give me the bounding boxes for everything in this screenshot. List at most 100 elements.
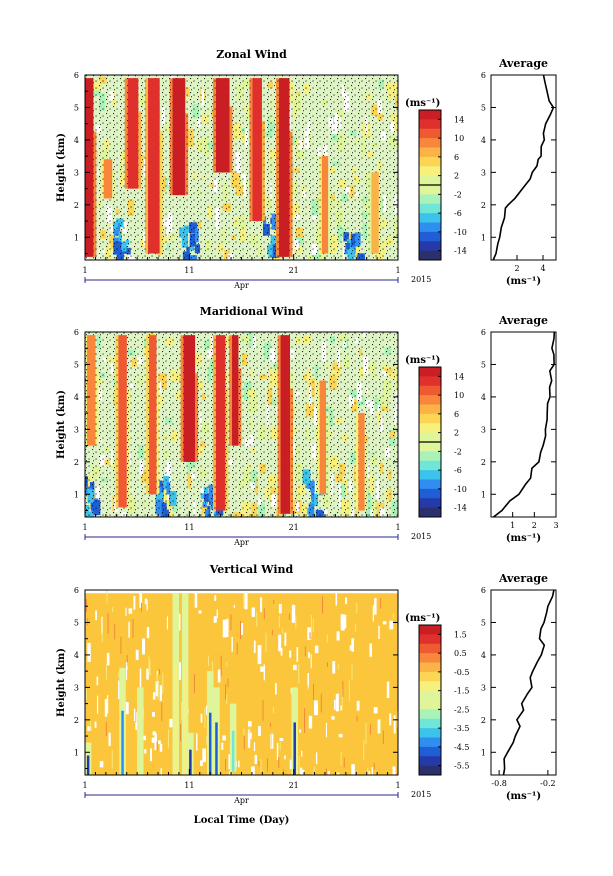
profile-title: Average <box>498 572 548 585</box>
profile-y-tick-label: 6 <box>481 328 486 337</box>
colorbar-tick-label: -2 <box>454 447 462 456</box>
profile-x-label: (ms⁻¹) <box>506 533 541 544</box>
gap-cell <box>315 752 318 765</box>
field-streak <box>278 757 280 769</box>
gap-cell <box>159 743 163 752</box>
profile-x-tick-label: -0.8 <box>491 779 506 788</box>
colorbar-cell <box>419 709 441 720</box>
field-streak <box>225 758 227 772</box>
field-streak <box>156 741 158 751</box>
profile-line <box>493 331 556 518</box>
gap-cell <box>126 661 128 681</box>
wind-band-core <box>118 335 127 508</box>
gap-cell <box>231 636 233 652</box>
gap-cell <box>351 764 355 775</box>
y-axis-label: Height (km) <box>56 390 67 459</box>
wind-band-core <box>183 335 196 462</box>
gap-cell <box>133 595 136 610</box>
colorbar-cell <box>419 488 441 499</box>
gap-cell <box>351 638 355 652</box>
gap-cell <box>392 766 396 775</box>
gap-cell <box>291 604 296 623</box>
gap-cell <box>128 608 133 614</box>
profile-title: Average <box>498 57 548 70</box>
streak <box>183 665 187 775</box>
field-streak <box>382 730 384 745</box>
colorbar-cell <box>419 507 441 518</box>
field-streak <box>193 674 195 693</box>
gap-cell <box>377 719 381 734</box>
field-streak <box>340 752 342 766</box>
field-streak <box>373 763 375 770</box>
colorbar-cell <box>419 653 441 663</box>
colorbar-cell <box>419 498 441 509</box>
colorbar-cell <box>419 250 441 261</box>
field-streak <box>273 599 275 604</box>
gap-cell <box>150 748 153 762</box>
y-tick-label: 4 <box>74 393 79 402</box>
field-streak <box>256 611 258 628</box>
colorbar-tick-label: 10 <box>454 134 464 143</box>
x-tick-label: 21 <box>289 523 299 532</box>
colorbar-cell <box>419 175 441 186</box>
colorbar-cell <box>419 423 441 434</box>
gap-cell <box>152 692 156 700</box>
wind-band-core <box>172 78 186 196</box>
y-tick-label: 4 <box>74 136 79 145</box>
gap-cell <box>332 661 336 674</box>
profile-y-tick-label: 4 <box>481 651 486 660</box>
colorbar-cell <box>419 203 441 214</box>
gap-cell <box>289 650 292 658</box>
y-axis-label: Height (km) <box>56 648 67 717</box>
field-streak <box>320 693 322 713</box>
gap-cell <box>310 654 312 669</box>
field-streak <box>120 636 122 654</box>
gap-cell <box>393 715 396 734</box>
gap-cell <box>325 722 328 738</box>
field-streak <box>337 663 339 670</box>
gap-cell <box>213 616 217 623</box>
colorbar-tick-label: -4.5 <box>454 743 469 752</box>
gap-cell <box>371 767 373 775</box>
field-streak <box>226 662 228 667</box>
field-streak <box>313 683 315 700</box>
x-tick-label: 21 <box>289 266 299 275</box>
profile-y-tick-label: 5 <box>481 103 486 112</box>
colorbar-tick-label: -5.5 <box>454 762 469 771</box>
colorbar-cell <box>419 241 441 252</box>
gap-cell <box>96 676 99 686</box>
profile-x-tick-label: 2 <box>514 264 519 273</box>
gap-cell <box>368 770 371 775</box>
gap-cell <box>356 700 360 711</box>
gap-cell <box>369 643 373 657</box>
streak <box>231 730 235 772</box>
gap-cell <box>276 742 279 761</box>
gap-cell <box>198 610 202 614</box>
profile-y-tick-label: 2 <box>481 716 486 725</box>
field-streak <box>156 674 158 685</box>
field-streak <box>207 655 209 666</box>
gap-cell <box>142 638 146 655</box>
gap-cell <box>260 666 264 672</box>
field-streak <box>363 740 365 760</box>
y-tick-label: 6 <box>74 328 79 337</box>
gap-cell <box>333 699 336 710</box>
gap-cell <box>96 695 99 714</box>
field-streak <box>149 660 151 676</box>
gap-cell <box>104 698 108 717</box>
field-streak <box>262 699 264 721</box>
x-tick-label: 11 <box>184 266 194 275</box>
profile-line <box>502 589 555 776</box>
gap-cell <box>194 592 198 608</box>
gap-cell <box>389 620 394 630</box>
gap-cell <box>222 619 227 638</box>
profile-y-tick-label: 2 <box>481 201 486 210</box>
field-streak <box>380 597 382 609</box>
y-tick-label: 1 <box>74 233 79 242</box>
y-tick-label: 5 <box>74 103 79 112</box>
colorbar-cell <box>419 432 441 443</box>
field-streak <box>271 629 273 636</box>
wind-band-core <box>127 78 139 189</box>
gap-cell <box>301 769 305 775</box>
